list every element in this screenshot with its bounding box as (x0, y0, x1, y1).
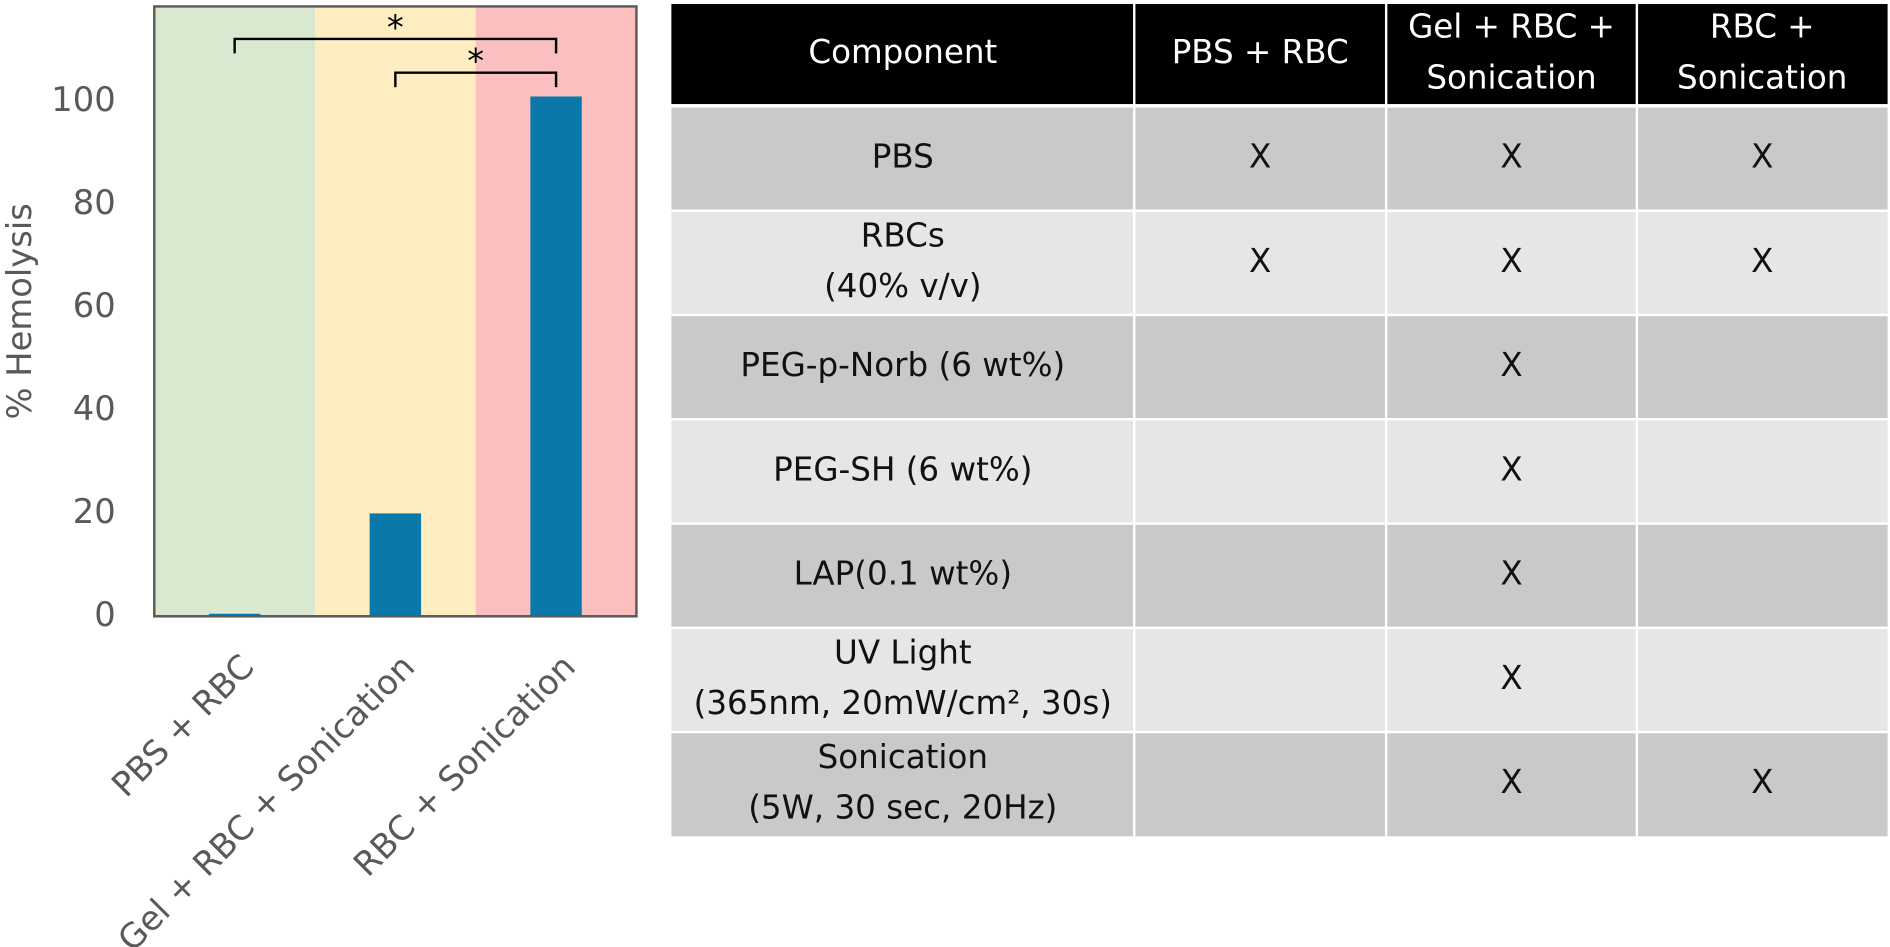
table-cell (1134, 419, 1387, 524)
bar (369, 513, 422, 617)
table-cell (671, 314, 1135, 420)
table-cell (1636, 523, 1888, 628)
cell-text: X (1249, 242, 1271, 280)
cell-text: (5W, 30 sec, 20Hz) (748, 788, 1057, 826)
category-band (154, 6, 315, 617)
cell-text: RBCs (861, 217, 945, 255)
y-tick-label: 20 (73, 492, 116, 531)
table-cell (671, 419, 1135, 524)
cell-text: X (1500, 555, 1522, 593)
table-cell (1134, 106, 1387, 211)
y-tick-label: 60 (73, 286, 116, 325)
table-cell (1134, 732, 1387, 837)
cell-text: X (1500, 138, 1522, 176)
significance-label: * (467, 42, 484, 81)
x-tick-label: Gel + RBC + Sonication (110, 647, 422, 947)
cell-text: X (1500, 659, 1522, 697)
cell-text: X (1500, 346, 1522, 384)
cell-text: Sonication (1426, 58, 1596, 96)
table-cell (1386, 732, 1637, 837)
cell-text: Component (808, 33, 997, 71)
table-cell (1386, 314, 1637, 420)
cell-text: LAP(0.1 wt%) (794, 555, 1012, 593)
cell-text: X (1500, 450, 1522, 488)
bar (530, 96, 582, 617)
table-cell (1386, 106, 1637, 211)
table-cell (1386, 523, 1637, 628)
cell-text: PEG-SH (6 wt%) (773, 450, 1032, 488)
cell-text: X (1500, 242, 1522, 280)
table-cell (1134, 627, 1387, 733)
table-cell (671, 523, 1135, 628)
cell-text: PEG-p-Norb (6 wt%) (740, 346, 1065, 384)
table-cell (1636, 106, 1888, 211)
cell-text: Gel + RBC + (1408, 8, 1615, 46)
table-cell (671, 732, 1135, 837)
cell-text: PBS (872, 138, 934, 176)
table-cell (1636, 627, 1888, 733)
significance-label: * (387, 8, 404, 47)
table-cell (1386, 210, 1637, 315)
y-tick-label: 100 (51, 80, 115, 119)
significance-bracket (394, 71, 558, 88)
header-cell (1386, 4, 1637, 105)
table-cell (1134, 210, 1387, 315)
cell-text: Sonication (1677, 58, 1847, 96)
bar (208, 613, 261, 617)
table-cell (1636, 314, 1888, 420)
cell-text: RBC + (1710, 8, 1815, 46)
header-cell (1636, 4, 1888, 105)
cell-text: Sonication (818, 738, 988, 776)
cell-text: X (1751, 138, 1773, 176)
cell-text: (40% v/v) (824, 267, 981, 305)
table-cell (1134, 314, 1387, 420)
header-cell (671, 4, 1135, 105)
cell-text: X (1751, 763, 1773, 801)
table-cell (671, 106, 1135, 211)
table-cell (1134, 523, 1387, 628)
y-axis-label: % Hemolysis (0, 203, 39, 419)
cell-text: X (1751, 242, 1773, 280)
cell-text: X (1500, 763, 1522, 801)
y-tick-label: 80 (73, 183, 116, 222)
table-cell (1636, 419, 1888, 524)
table-cell (1636, 732, 1888, 837)
y-tick-label: 0 (94, 595, 115, 634)
cell-text: PBS + RBC (1172, 33, 1349, 71)
table-cell (671, 627, 1135, 733)
significance-bracket (233, 37, 558, 54)
y-tick-label: 40 (73, 389, 116, 428)
table-cell (1386, 419, 1637, 524)
table-cell (1386, 627, 1637, 733)
cell-text: UV Light (834, 634, 972, 672)
x-tick-label: PBS + RBC (104, 647, 261, 804)
table-cell (1636, 210, 1888, 315)
cell-text: (365nm, 20mW/cm², 30s) (694, 684, 1112, 722)
cell-text: X (1249, 138, 1271, 176)
header-cell (1134, 4, 1387, 105)
table-cell (671, 210, 1135, 315)
